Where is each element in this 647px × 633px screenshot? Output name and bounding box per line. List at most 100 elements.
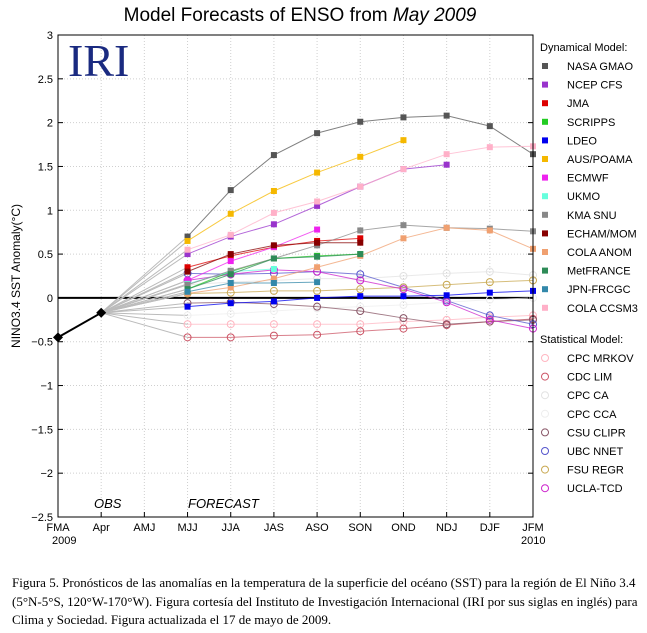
data-point	[357, 183, 364, 190]
series-line	[187, 314, 534, 325]
legend-label: ECHAM/MOM	[567, 228, 637, 240]
legend-label: ECMWF	[567, 173, 609, 185]
data-point	[314, 202, 321, 209]
series-line	[187, 297, 534, 316]
x-tick-label: JJA	[222, 522, 241, 534]
data-point	[357, 239, 364, 246]
data-point	[313, 286, 322, 295]
connector-line	[101, 312, 188, 325]
data-point	[442, 315, 451, 324]
data-point	[270, 275, 277, 282]
legend-marker	[542, 267, 548, 274]
connector-line	[101, 291, 188, 314]
data-point	[356, 270, 365, 279]
forecast-label: FORECAST	[188, 496, 260, 511]
legend-item-dynamical: MetFRANCE	[542, 266, 631, 278]
grid-lines	[58, 34, 533, 518]
y-tick-label: −0.5	[31, 337, 53, 349]
legend-marker	[541, 372, 549, 381]
data-point	[269, 320, 278, 329]
data-point	[184, 246, 191, 253]
legend-item-statistical: CPC MRKOV	[541, 353, 634, 365]
data-point	[357, 118, 364, 125]
connector-line	[101, 302, 188, 314]
data-point	[314, 239, 321, 246]
data-point	[314, 294, 321, 301]
legend-item-dynamical: COLA ANOM	[542, 247, 632, 259]
data-point	[314, 198, 321, 205]
data-point	[443, 224, 450, 231]
legend-label: COLA CCSM3	[567, 303, 638, 315]
y-tick-label: 0.5	[38, 249, 53, 261]
data-point	[485, 267, 494, 276]
data-point	[184, 251, 191, 258]
data-point	[314, 279, 321, 286]
legend-label: CPC MRKOV	[567, 353, 634, 365]
data-point	[399, 272, 408, 280]
legend-label: CPC CA	[567, 390, 609, 402]
data-point	[227, 258, 234, 265]
legend-label: KMA SNU	[567, 210, 617, 222]
data-point	[184, 233, 191, 240]
connector-line	[100, 271, 188, 314]
legend-label: COLA ANOM	[567, 247, 632, 259]
data-point	[400, 166, 407, 173]
data-point	[442, 269, 451, 278]
connector-line	[100, 249, 188, 314]
data-point	[270, 221, 277, 228]
data-point	[227, 284, 234, 291]
legend-label: MetFRANCE	[567, 266, 631, 278]
legend-item-statistical: UCLA-TCD	[541, 483, 623, 495]
legend-label: NASA GMAO	[567, 61, 633, 73]
legend-label: AUS/POAMA	[567, 154, 633, 166]
connector-line	[101, 306, 188, 314]
legend-item-dynamical: AUS/POAMA	[542, 154, 633, 166]
data-point	[443, 292, 450, 299]
data-point	[357, 153, 364, 160]
data-point	[227, 187, 234, 194]
legend-label: LDEO	[567, 135, 597, 147]
legend-marker	[541, 465, 549, 474]
data-point	[400, 137, 407, 144]
data-point	[313, 330, 322, 339]
x-tick-label: JAS	[264, 522, 284, 534]
data-point	[485, 315, 494, 324]
data-point	[399, 285, 408, 294]
data-point	[226, 320, 235, 329]
start-year-label: 2009	[52, 535, 76, 547]
y-tick-label: 0	[47, 293, 53, 305]
y-tick-label: 1	[47, 205, 53, 217]
legend-item-dynamical: NASA GMAO	[542, 61, 633, 73]
data-point	[485, 295, 494, 304]
data-point	[442, 298, 451, 307]
legend-item-statistical: CDC LIM	[541, 372, 612, 384]
data-point	[442, 320, 451, 329]
series-line	[187, 279, 534, 295]
data-point	[184, 281, 191, 288]
chart-title: Model Forecasts of ENSO from May 2009	[124, 5, 477, 26]
series-line	[187, 139, 404, 242]
observed-line	[57, 311, 102, 339]
legend-marker	[542, 81, 548, 88]
data-point	[357, 227, 364, 234]
series-line	[187, 269, 534, 330]
data-point	[485, 311, 494, 320]
data-point	[270, 187, 277, 194]
data-point	[227, 251, 234, 258]
legend-label: UBC NNET	[567, 446, 624, 458]
data-point	[313, 302, 322, 311]
end-year-label: 2010	[521, 535, 545, 547]
legend-marker	[541, 428, 549, 437]
data-point	[314, 253, 321, 260]
dynamical-series-nasa-gmao	[100, 112, 536, 314]
data-point	[400, 235, 407, 242]
connector-line	[100, 266, 188, 314]
dynamical-series-ncep-cfs	[100, 161, 450, 314]
data-point	[227, 300, 234, 307]
legend-marker	[542, 63, 548, 69]
legend-dynamical-title: Dynamical Model:	[540, 42, 627, 54]
obs-label: OBS	[94, 496, 122, 511]
figure-caption: Figura 5. Pronósticos de las anomalías e…	[12, 575, 638, 627]
connector-line	[100, 236, 188, 314]
legend-statistical-title: Statistical Model:	[540, 334, 623, 346]
